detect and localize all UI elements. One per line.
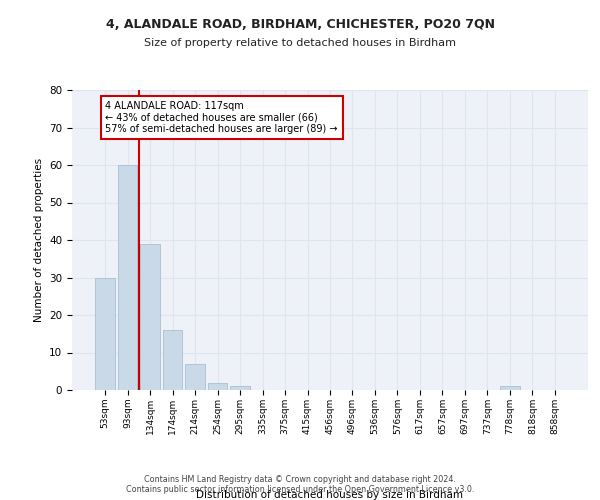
Text: 4, ALANDALE ROAD, BIRDHAM, CHICHESTER, PO20 7QN: 4, ALANDALE ROAD, BIRDHAM, CHICHESTER, P… [106, 18, 494, 30]
Bar [185, 364, 205, 390]
Text: Contains HM Land Registry data © Crown copyright and database right 2024.
Contai: Contains HM Land Registry data © Crown c… [126, 474, 474, 494]
Y-axis label: Number of detached properties: Number of detached properties [34, 158, 44, 322]
Bar [208, 382, 227, 390]
Bar [118, 165, 137, 390]
Text: 4 ALANDALE ROAD: 117sqm
← 43% of detached houses are smaller (66)
57% of semi-de: 4 ALANDALE ROAD: 117sqm ← 43% of detache… [106, 101, 338, 134]
Text: Size of property relative to detached houses in Birdham: Size of property relative to detached ho… [144, 38, 456, 48]
X-axis label: Distribution of detached houses by size in Birdham: Distribution of detached houses by size … [197, 490, 464, 500]
Bar [163, 330, 182, 390]
Bar [140, 244, 160, 390]
Bar [230, 386, 250, 390]
Bar [95, 278, 115, 390]
Bar [500, 386, 520, 390]
